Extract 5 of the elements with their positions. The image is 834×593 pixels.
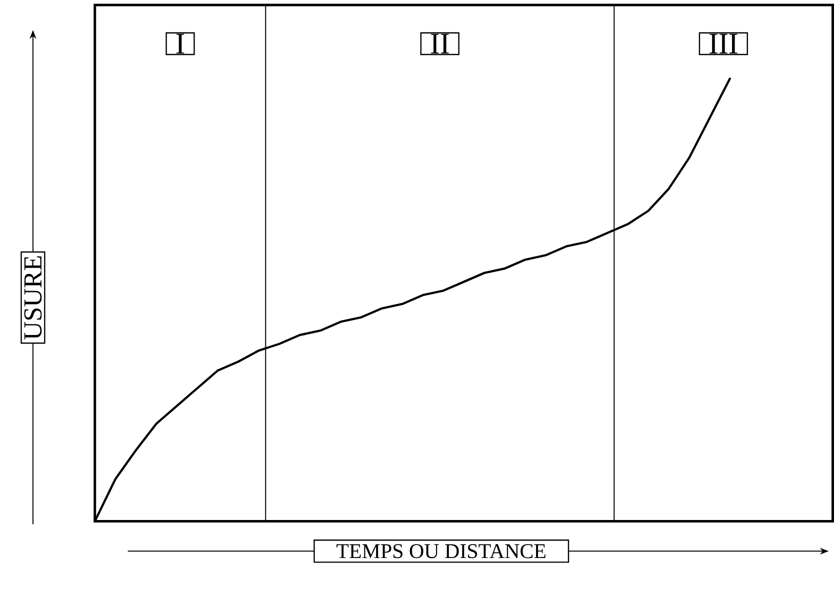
text: I	[176, 34, 184, 54]
y-axis-title: USURE	[24, 256, 42, 340]
x-axis-title: TEMPS OU DISTANCE	[336, 544, 546, 558]
text: II	[430, 34, 449, 54]
text: III	[710, 34, 738, 54]
